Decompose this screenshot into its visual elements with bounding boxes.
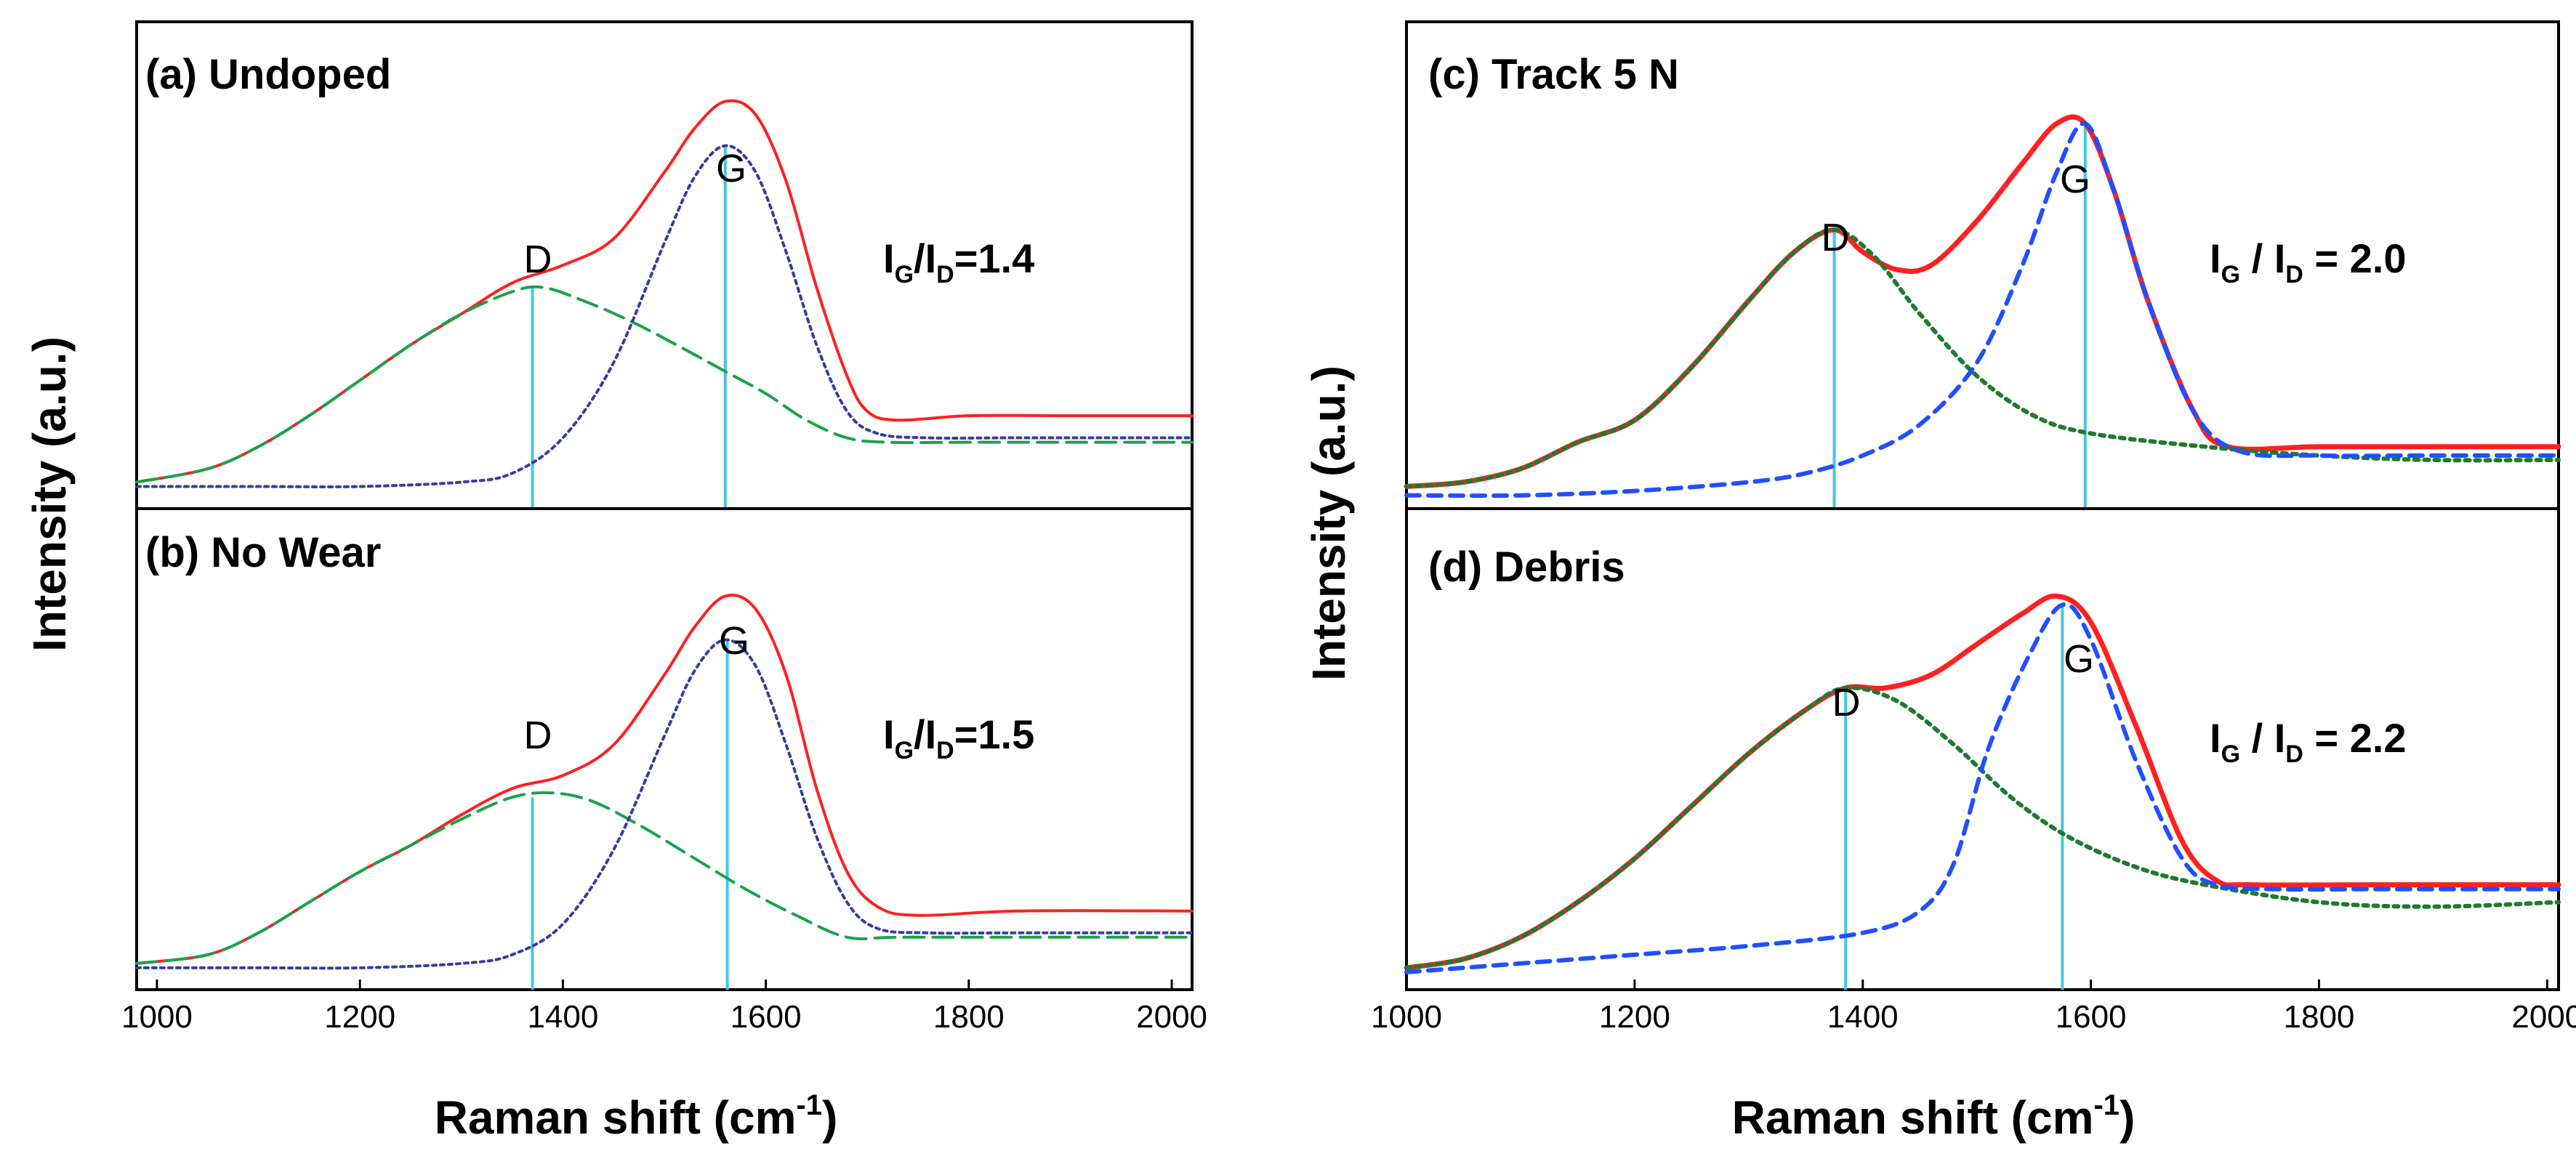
panel-3: (c) Track 5 NGD IG / ID = 2.0 <box>1404 20 2561 510</box>
x-tick-label: 1400 <box>527 999 598 1035</box>
total-series-line <box>135 99 1194 484</box>
intensity-ratio: IG / ID = 2.0 <box>2210 235 2407 288</box>
x-tick-label: 1000 <box>1371 999 1442 1035</box>
left-x-title-end: ) <box>822 1091 837 1144</box>
ratio-part-I1: I <box>2210 235 2221 281</box>
right-y-axis-title: Intensity (a.u.) <box>1303 366 1355 681</box>
intensity-ratio: IG / ID = 2.2 <box>2210 715 2407 768</box>
ratio-part-I1: I <box>2210 715 2221 761</box>
right-x-title-end: ) <box>2120 1091 2135 1144</box>
left-x-axis-title: Raman shift (cm-1) <box>435 1089 838 1144</box>
x-tick-label: 1200 <box>1599 999 1670 1035</box>
x-tick-label: 2000 <box>2511 999 2576 1035</box>
gfit-series-line <box>1404 121 2561 498</box>
ratio-part-s2: D <box>936 261 954 288</box>
plot-frame <box>135 507 1194 991</box>
total-series-line <box>135 593 1194 965</box>
g-peak-label: G <box>719 619 749 663</box>
intensity-ratio: IG/ID=1.5 <box>883 711 1034 764</box>
x-tick-label: 1600 <box>730 999 802 1035</box>
dfit-series-line <box>1404 685 2561 970</box>
g-peak-label: G <box>2060 158 2090 201</box>
ratio-part-slash: / <box>2240 235 2274 281</box>
left-y-axis-title: Intensity (a.u.) <box>23 336 76 652</box>
ratio-part-I1: I <box>883 235 895 281</box>
ratio-part-eq: =1.5 <box>954 711 1035 757</box>
right-x-title-sup: -1 <box>2093 1089 2120 1121</box>
right-x-axis-title: Raman shift (cm-1) <box>1732 1089 2136 1144</box>
d-peak-label: D <box>1832 681 1861 724</box>
x-tick-label: 1800 <box>2284 999 2355 1035</box>
ratio-part-I2: I <box>925 235 937 281</box>
x-tick-label: 1200 <box>324 999 395 1035</box>
ratio-part-I1: I <box>883 711 895 757</box>
ratio-part-s1: G <box>2221 261 2240 288</box>
ratio-part-I2: I <box>2274 715 2286 761</box>
ratio-part-s1: G <box>895 737 914 764</box>
intensity-ratio: IG/ID=1.4 <box>883 235 1034 288</box>
x-tick-label: 1800 <box>933 999 1005 1035</box>
d-peak-label: D <box>524 714 552 757</box>
x-tick-label: 1400 <box>1827 999 1899 1035</box>
ratio-part-s2: D <box>936 737 954 764</box>
x-tick-label: 1600 <box>2056 999 2127 1035</box>
panel-label: (a) Undoped <box>145 51 391 98</box>
plot-frame <box>1405 507 2560 991</box>
ratio-part-I2: I <box>925 711 937 757</box>
ratio-part-s2: D <box>2285 740 2303 768</box>
x-tick-label: 1000 <box>121 999 193 1035</box>
panel-label: (b) No Wear <box>145 529 381 576</box>
dfit-series-line <box>1404 227 2561 489</box>
dfit-series-line <box>135 285 1194 484</box>
panel-label: (d) Debris <box>1428 544 1625 591</box>
d-peak-label: D <box>1822 216 1850 259</box>
d-peak-label: D <box>524 238 552 281</box>
ratio-part-slash: / <box>914 235 925 281</box>
dfit-series-line <box>135 791 1194 965</box>
total-series-line <box>1404 593 2561 971</box>
x-tick-label: 2000 <box>1136 999 1207 1035</box>
left-x-title-base: Raman shift (cm <box>435 1091 797 1144</box>
gfit-series-line <box>1404 602 2561 974</box>
left-x-title-sup: -1 <box>796 1089 822 1121</box>
ratio-part-s2: D <box>2285 261 2303 288</box>
right-x-title-base: Raman shift (cm <box>1732 1091 2094 1144</box>
ratio-part-s1: G <box>2221 740 2240 768</box>
total-series-line <box>1404 114 2561 489</box>
panel-label: (c) Track 5 N <box>1428 51 1679 98</box>
ratio-part-I2: I <box>2274 235 2286 281</box>
ratio-part-slash: / <box>2240 715 2274 761</box>
ratio-part-eq: = 2.0 <box>2303 235 2407 281</box>
g-peak-label: G <box>716 147 746 190</box>
g-peak-label: G <box>2064 637 2094 681</box>
ratio-part-eq: = 2.2 <box>2303 715 2407 761</box>
ratio-part-eq: =1.4 <box>954 235 1035 281</box>
ratio-part-s1: G <box>895 261 914 288</box>
gfit-series-line <box>135 638 1194 970</box>
ratio-part-slash: / <box>914 711 925 757</box>
gfit-series-line <box>135 144 1194 488</box>
